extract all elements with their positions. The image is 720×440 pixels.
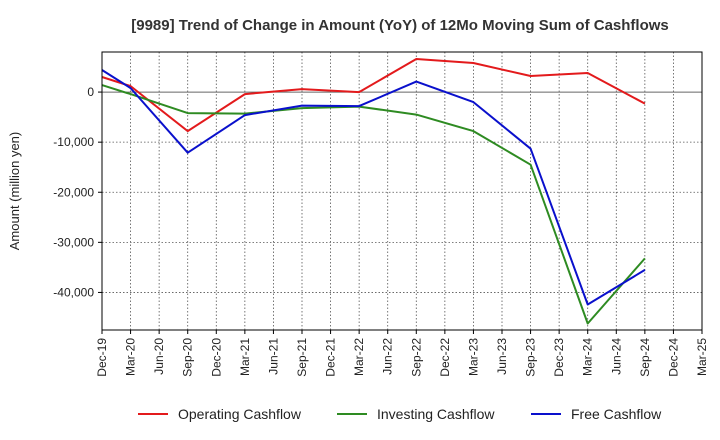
legend: Operating Cashflow Investing Cashflow Free… xyxy=(138,406,662,422)
x-tick-label: Mar-20 xyxy=(124,338,138,376)
x-tick-label: Jun-21 xyxy=(266,338,280,375)
y-axis-label: Amount (million yen) xyxy=(7,132,22,251)
x-tick-label: Dec-24 xyxy=(666,338,680,377)
x-tick-label: Dec-22 xyxy=(438,338,452,377)
y-tick-label: -40,000 xyxy=(53,285,94,299)
x-tick-label: Mar-22 xyxy=(352,338,366,376)
x-tick-label: Mar-21 xyxy=(238,338,252,376)
x-tick-label: Sep-20 xyxy=(181,338,195,377)
chart-title: [9989] Trend of Change in Amount (YoY) o… xyxy=(131,17,669,34)
x-tick-label: Sep-22 xyxy=(409,338,423,377)
x-tick-label: Mar-25 xyxy=(695,338,709,376)
y-tick-label: -30,000 xyxy=(53,235,94,249)
x-tick-label: Sep-24 xyxy=(638,338,652,377)
series-lines xyxy=(101,58,646,325)
x-tick-label: Jun-20 xyxy=(152,338,166,375)
legend-item-operating-cashflow: Operating Cashflow xyxy=(138,406,302,422)
series-line-free-cashflow xyxy=(101,69,646,306)
x-tick-label: Dec-23 xyxy=(552,338,566,377)
series-line-operating-cashflow xyxy=(101,58,646,133)
x-tick-label: Sep-23 xyxy=(524,338,538,377)
y-tick-label: 0 xyxy=(87,85,94,99)
legend-item-free-cashflow: Free Cashflow xyxy=(531,406,662,422)
x-tick-label: Dec-21 xyxy=(324,338,338,377)
y-tick-label: -10,000 xyxy=(53,135,94,149)
x-tick-label: Dec-20 xyxy=(209,338,223,377)
plot-area xyxy=(102,52,702,330)
x-tick-label: Jun-23 xyxy=(495,338,509,375)
x-tick-label: Dec-19 xyxy=(95,338,109,377)
x-tick-label: Jun-22 xyxy=(381,338,395,375)
plot-border xyxy=(101,51,703,331)
legend-item-investing-cashflow: Investing Cashflow xyxy=(337,406,495,422)
legend-label: Operating Cashflow xyxy=(178,406,302,422)
x-axis-ticks: Dec-19 Mar-20 Jun-20 Sep-20 Dec-20 Mar-21 Jun-… xyxy=(95,330,709,377)
legend-label: Investing Cashflow xyxy=(377,406,495,422)
y-axis-ticks: 0 -10,000 -20,000 -30,000 -40,000 xyxy=(53,85,102,299)
legend-label: Free Cashflow xyxy=(571,406,662,422)
x-tick-label: Jun-24 xyxy=(609,338,623,375)
y-tick-label: -20,000 xyxy=(53,185,94,199)
x-tick-label: Mar-24 xyxy=(581,338,595,376)
x-tick-label: Sep-21 xyxy=(295,338,309,377)
x-tick-label: Mar-23 xyxy=(466,338,480,376)
grid-lines xyxy=(101,52,703,330)
